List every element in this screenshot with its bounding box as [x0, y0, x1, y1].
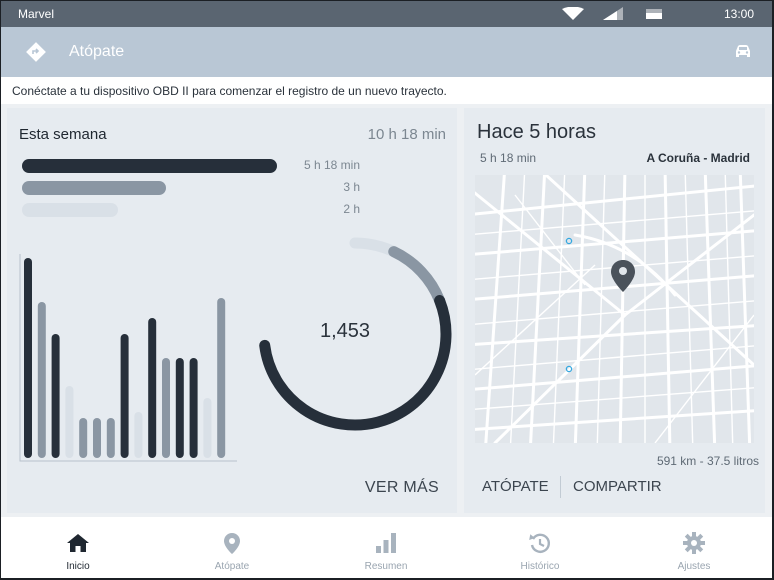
chart-bar — [189, 358, 198, 458]
donut-segment — [349, 237, 400, 258]
clock: 13:00 — [723, 7, 754, 21]
hour-bar-label: 5 h 18 min — [303, 158, 360, 172]
map-pin-icon[interactable] — [611, 260, 635, 292]
hour-bar-label: 2 h — [343, 202, 360, 216]
history-icon — [529, 533, 550, 553]
nav-item-ajustes[interactable]: Ajustes — [617, 517, 771, 578]
map-streets — [475, 175, 754, 443]
status-bar: Marvel 13:00 — [1, 1, 772, 27]
chart-bar — [162, 358, 170, 458]
chart-bar — [203, 398, 212, 458]
trip-duration: 5 h 18 min — [480, 151, 537, 165]
trip-map[interactable] — [475, 175, 754, 443]
gear-icon — [683, 532, 705, 554]
chart-bar — [24, 258, 32, 458]
score-donut — [259, 237, 452, 431]
wifi-icon — [562, 7, 584, 20]
weekly-bar-chart — [19, 254, 237, 462]
bottom-navigation: Inicio Atópate Resumen Histórico Ajuste — [1, 517, 772, 578]
donut-segment — [259, 295, 452, 431]
chart-bar — [217, 298, 226, 458]
share-button[interactable]: COMPARTIR — [573, 478, 662, 495]
nav-label: Ajustes — [677, 561, 711, 572]
action-divider — [560, 476, 561, 498]
nav-item-inicio[interactable]: Inicio — [1, 517, 155, 578]
nav-item-atopate[interactable]: Atópate — [155, 517, 309, 578]
home-icon — [67, 534, 89, 552]
obd-notice: Conéctate a tu dispositivo OBD II para c… — [1, 77, 772, 104]
chart-bar — [120, 334, 129, 458]
signal-icon — [603, 7, 623, 20]
chart-bar — [148, 318, 157, 458]
chart-bar — [51, 334, 60, 458]
trip-stats: 591 km - 37.5 litros — [656, 454, 759, 468]
nav-label: Resumen — [364, 561, 408, 572]
see-more-button[interactable]: VER MÁS — [364, 479, 439, 496]
score-value: 1,453 — [319, 320, 371, 342]
chart-bar — [175, 358, 184, 458]
nav-label: Atópate — [214, 561, 250, 572]
nav-item-resumen[interactable]: Resumen — [309, 517, 463, 578]
app-title: Atópate — [69, 43, 125, 60]
chart-bar — [37, 302, 46, 458]
chart-bar — [79, 418, 88, 458]
donut-segment — [388, 246, 446, 307]
nav-label: Inicio — [66, 561, 90, 572]
car-icon[interactable] — [734, 43, 752, 59]
carrier-name: Marvel — [18, 7, 55, 21]
hour-bar — [22, 159, 277, 173]
week-title: Esta semana — [19, 126, 107, 143]
hour-bar-label: 3 h — [343, 180, 360, 194]
week-total: 10 h 18 min — [367, 126, 446, 143]
bar-chart-icon — [376, 533, 396, 553]
chart-axis — [19, 254, 237, 462]
hour-bar — [22, 203, 119, 217]
week-summary-card: Esta semana 10 h 18 min 5 h 18 min 3 h 2 h… — [7, 108, 457, 513]
app-bar: Atópate — [1, 27, 772, 77]
chart-bar — [106, 418, 115, 458]
nav-label: Histórico — [520, 561, 560, 572]
chart-bar — [65, 386, 74, 458]
route-diamond-icon[interactable] — [25, 41, 47, 63]
battery-icon — [646, 9, 662, 19]
chart-bar — [134, 412, 143, 458]
location-pin-icon — [224, 533, 240, 554]
nav-item-historico[interactable]: Histórico — [463, 517, 617, 578]
hour-bar — [22, 181, 167, 195]
trip-route: A Coruña - Madrid — [646, 151, 750, 165]
last-trip-card: Hace 5 horas 5 h 18 min A Coruña - Madri… — [464, 108, 765, 513]
trip-title: Hace 5 horas — [477, 121, 596, 143]
locate-button[interactable]: ATÓPATE — [482, 478, 549, 495]
chart-bar — [93, 418, 101, 458]
